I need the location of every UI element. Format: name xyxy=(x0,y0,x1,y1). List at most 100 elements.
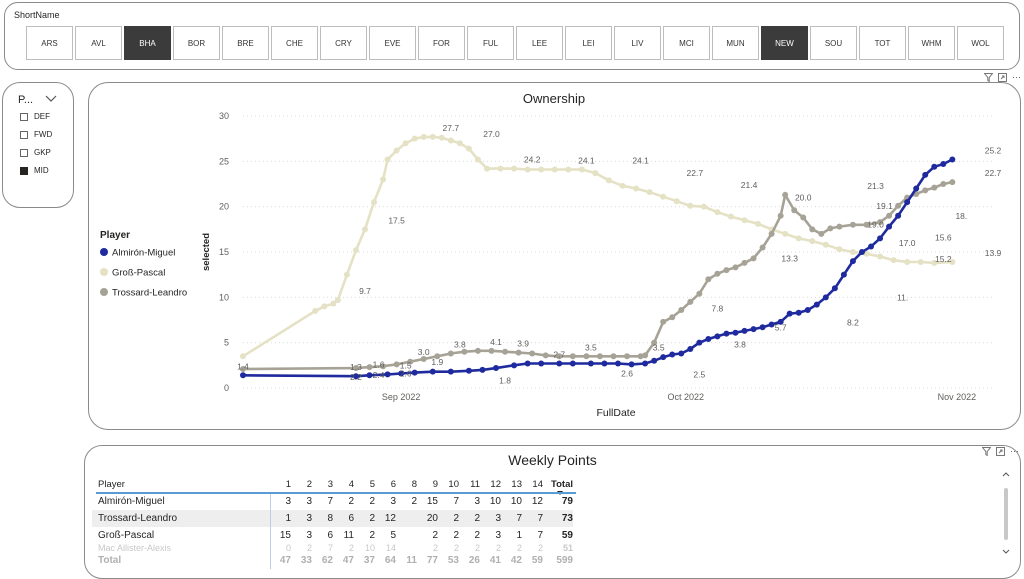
week-total-cell: 64 xyxy=(384,555,396,566)
total-cell: 73 xyxy=(543,510,573,527)
column-header-week[interactable]: 13 xyxy=(511,479,522,490)
data-point xyxy=(592,170,599,177)
table-row[interactable]: Mac Allister-Alexis 0 2 7 2 10 14 2 2 2 2 2 2 51 xyxy=(92,544,573,552)
table-scrollbar[interactable] xyxy=(1001,470,1011,558)
data-point xyxy=(949,179,956,186)
team-button-wol[interactable]: WOL xyxy=(957,26,1004,60)
data-point xyxy=(877,253,884,260)
data-point xyxy=(660,193,667,200)
column-header-week[interactable]: 3 xyxy=(327,479,333,490)
week-points-cell: 10 xyxy=(489,496,501,507)
data-label: 3.5 xyxy=(653,342,665,352)
team-button-avl[interactable]: AVL xyxy=(75,26,122,60)
data-point xyxy=(651,339,658,346)
data-point xyxy=(782,191,789,198)
team-button-bor[interactable]: BOR xyxy=(173,26,220,60)
scroll-up-icon[interactable] xyxy=(1002,472,1010,477)
team-button-mun[interactable]: MUN xyxy=(712,26,759,60)
slicer-title: ShortName xyxy=(14,10,60,20)
week-points-cell: 7 xyxy=(453,496,459,507)
team-button-new[interactable]: NEW xyxy=(761,26,808,60)
data-point xyxy=(696,339,703,346)
data-point xyxy=(601,360,608,367)
filter-icon[interactable] xyxy=(984,73,993,82)
checkbox[interactable] xyxy=(20,148,28,157)
team-button-bre[interactable]: BRE xyxy=(222,26,269,60)
total-cell: 51 xyxy=(562,544,573,552)
column-header-week[interactable]: 9 xyxy=(432,479,438,490)
team-button-ful[interactable]: FUL xyxy=(467,26,514,60)
column-header-week[interactable]: 2 xyxy=(306,479,312,490)
focus-mode-icon[interactable] xyxy=(998,73,1007,82)
week-points-cell: 3 xyxy=(306,496,312,507)
position-item-mid[interactable]: MID xyxy=(20,166,49,175)
team-button-ars[interactable]: ARS xyxy=(26,26,73,60)
data-point xyxy=(447,350,454,357)
team-button-lee[interactable]: LEE xyxy=(516,26,563,60)
team-button-for[interactable]: FOR xyxy=(418,26,465,60)
team-button-row: ARS AVL BHA BOR BRE CHE CRY EVE FOR FUL LEE LEI LIV M… xyxy=(26,26,1004,60)
checkbox[interactable] xyxy=(20,166,28,175)
column-header-week[interactable]: 11 xyxy=(470,479,480,490)
data-point xyxy=(949,156,956,163)
position-item-gkp[interactable]: GKP xyxy=(20,148,51,157)
team-button-tot[interactable]: TOT xyxy=(859,26,906,60)
position-item-fwd[interactable]: FWD xyxy=(20,130,52,139)
totals-label: Total xyxy=(92,552,271,569)
data-point xyxy=(343,271,350,278)
team-button-lei[interactable]: LEI xyxy=(565,26,612,60)
team-button-cry[interactable]: CRY xyxy=(320,26,367,60)
slicer-visual-header: ⋯ xyxy=(984,72,1021,83)
team-button-bha[interactable]: BHA xyxy=(124,26,171,60)
column-header-week[interactable]: 6 xyxy=(390,479,396,490)
data-point xyxy=(890,257,897,264)
column-header-week[interactable]: 14 xyxy=(532,479,543,490)
column-header-week[interactable]: 8 xyxy=(411,479,417,490)
column-header-week[interactable]: 1 xyxy=(285,479,291,490)
table-row[interactable]: Almirón-Miguel 3 3 7 2 2 3 2 15 7 3 10 10 12 79 xyxy=(92,493,573,510)
position-item-def[interactable]: DEF xyxy=(20,112,50,121)
column-header-week[interactable]: 4 xyxy=(348,479,354,490)
chevron-down-icon[interactable] xyxy=(44,93,58,105)
table-row[interactable]: Groß-Pascal 15 3 6 11 2 5 2 2 2 3 1 7 59 xyxy=(92,527,573,544)
data-point xyxy=(366,372,373,379)
data-label: 2.5 xyxy=(693,369,705,379)
table-row[interactable]: Trossard-Leandro 1 3 8 6 2 12 20 2 2 3 7 7 73 xyxy=(92,510,573,527)
scrollbar-thumb[interactable] xyxy=(1004,488,1008,540)
team-button-mci[interactable]: MCI xyxy=(663,26,710,60)
week-points-cell: 3 xyxy=(474,496,480,507)
data-point xyxy=(886,212,893,219)
data-point xyxy=(624,353,631,360)
column-header-week[interactable]: 10 xyxy=(448,479,459,490)
y-tick-label: 15 xyxy=(219,247,229,257)
filter-icon[interactable] xyxy=(982,447,991,456)
data-point xyxy=(434,353,441,360)
data-point xyxy=(605,177,612,184)
team-button-whm[interactable]: WHM xyxy=(908,26,955,60)
focus-mode-icon[interactable] xyxy=(996,447,1005,456)
team-button-eve[interactable]: EVE xyxy=(369,26,416,60)
checkbox[interactable] xyxy=(20,130,28,139)
more-options-icon[interactable]: ⋯ xyxy=(1012,72,1021,82)
position-label: DEF xyxy=(34,112,50,121)
data-point xyxy=(673,198,680,205)
more-options-icon[interactable]: ⋯ xyxy=(1010,446,1019,456)
week-points-cell: 12 xyxy=(531,496,543,507)
data-point xyxy=(822,294,829,301)
data-point xyxy=(741,259,748,266)
checkbox[interactable] xyxy=(20,112,28,121)
scroll-down-icon[interactable] xyxy=(1002,549,1010,554)
column-header-player[interactable]: Player xyxy=(98,479,125,490)
data-point xyxy=(822,241,829,248)
team-button-liv[interactable]: LIV xyxy=(614,26,661,60)
data-point xyxy=(759,324,766,331)
data-point xyxy=(615,360,621,367)
column-header-week[interactable]: 5 xyxy=(369,479,375,490)
team-button-che[interactable]: CHE xyxy=(271,26,318,60)
team-button-sou[interactable]: SOU xyxy=(810,26,857,60)
data-label: 20.0 xyxy=(795,193,812,203)
column-header-total[interactable]: Total xyxy=(543,471,573,495)
column-header-week[interactable]: 12 xyxy=(490,479,501,490)
data-point xyxy=(240,353,246,360)
data-label: 25.2 xyxy=(985,146,1002,156)
